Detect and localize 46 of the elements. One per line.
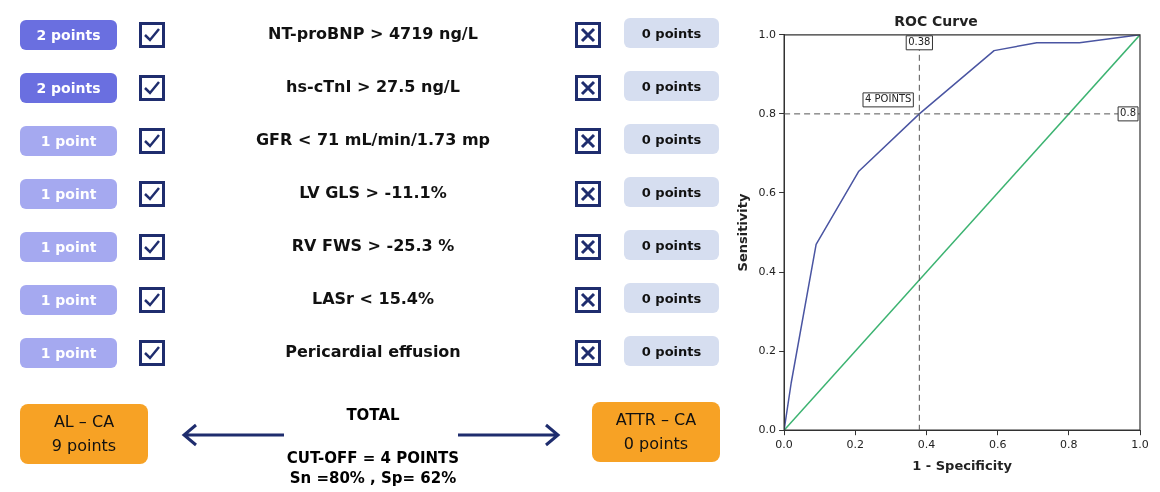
text: 1 point (20, 232, 117, 262)
x-tick-label: 0.8 (1060, 437, 1078, 451)
y-tick-label: 0.4 (758, 264, 777, 278)
text: 1 point (20, 179, 117, 209)
x-tick-label: 0.4 (917, 437, 936, 451)
x-axis-title: 1 - Specificity (912, 457, 1013, 473)
text: RV FWS > -25.3 % (290, 236, 456, 255)
y-tick-label: 0.8 (758, 106, 777, 120)
x-tick-label: 0.0 (775, 437, 793, 451)
ref-line-label: 0.38 (908, 36, 931, 48)
text: 1 point (20, 285, 117, 315)
text: Pericardial effusion (284, 342, 462, 361)
text: 0 points (624, 230, 719, 260)
text: AL – CA (53, 411, 115, 433)
y-tick-label: 1.0 (758, 27, 777, 41)
ref-line-label: 0.8 (1120, 107, 1136, 119)
y-tick-label: 0.0 (758, 423, 777, 437)
x-tick-label: 0.2 (846, 437, 865, 451)
text: 0 points (623, 433, 689, 455)
text: hs-cTnI > 27.5 ng/L (285, 77, 461, 96)
text: CUT-OFF = 4 POINTS (285, 448, 461, 468)
text: 0 points (624, 177, 719, 207)
text: 9 points (51, 435, 117, 457)
text: NT-proBNP > 4719 ng/L (267, 24, 479, 43)
text: 2 points (20, 73, 117, 103)
text: 1 point (20, 126, 117, 156)
annotation: 4 POINTS (865, 93, 912, 105)
y-axis-title: Sensitivity (735, 193, 751, 272)
text: 0 points (624, 283, 719, 313)
text: LASr < 15.4% (310, 289, 435, 308)
text: 0 points (624, 124, 719, 154)
y-tick-label: 0.2 (758, 343, 777, 357)
text: 0 points (624, 18, 719, 48)
text: 1 point (20, 338, 117, 368)
text: 0 points (624, 71, 719, 101)
y-tick-label: 0.6 (758, 185, 777, 199)
text: Sn =80% , Sp= 62% (288, 468, 458, 488)
chart-title: ROC Curve (894, 13, 978, 30)
x-tick-label: 1.0 (1131, 437, 1149, 451)
text: TOTAL (345, 406, 401, 424)
text: ATTR – CA (615, 409, 697, 431)
text: GFR < 71 mL/min/1.73 mp (254, 130, 491, 149)
text: 0 points (624, 336, 719, 366)
text: LV GLS > -11.1% (298, 183, 448, 202)
x-tick-label: 0.6 (988, 437, 1007, 451)
text: 2 points (20, 20, 117, 50)
